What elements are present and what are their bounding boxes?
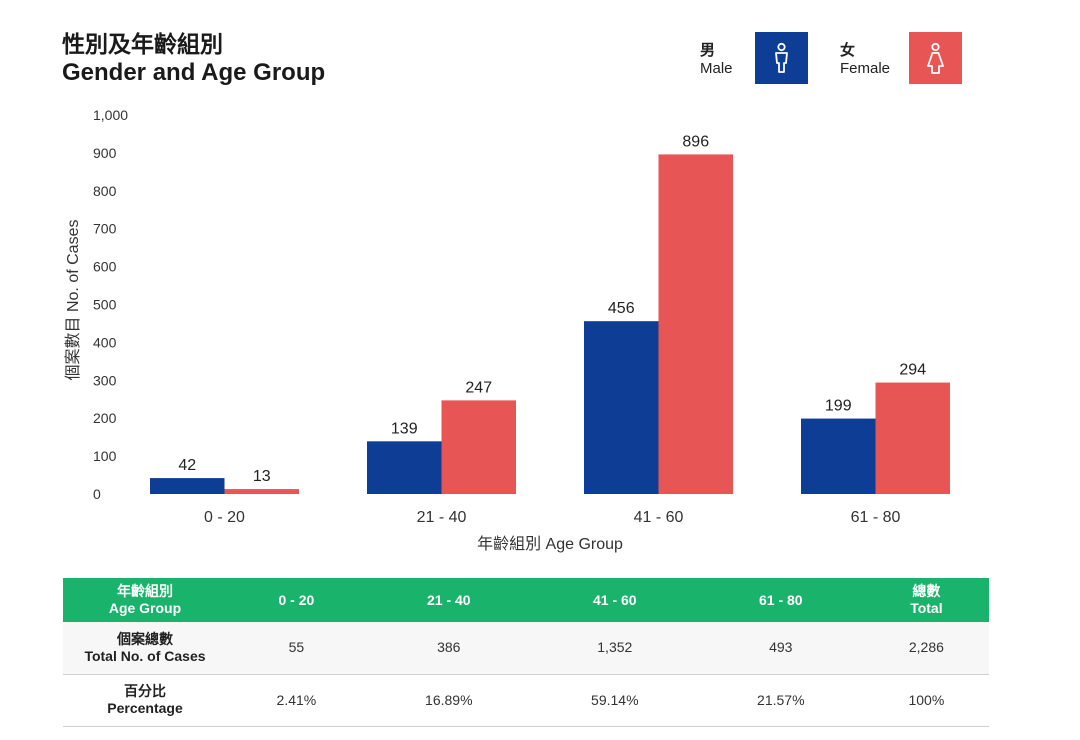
x-tick-label: 0 - 20 bbox=[204, 509, 245, 526]
x-axis-title: 年齡組別 Age Group bbox=[477, 535, 623, 553]
table-header-row: 年齡組別 Age Group 0 - 20 21 - 40 41 - 60 61… bbox=[63, 578, 989, 622]
table-row-label: 百分比 Percentage bbox=[63, 674, 227, 726]
legend-male-zh: 男 bbox=[700, 42, 716, 59]
bar-female bbox=[441, 400, 516, 494]
x-tick-label: 21 - 40 bbox=[417, 509, 467, 526]
bar-female bbox=[658, 154, 733, 494]
table-header-col: 61 - 80 bbox=[759, 591, 803, 608]
female-person-icon bbox=[927, 42, 944, 74]
y-tick-label: 100 bbox=[93, 448, 117, 464]
summary-table: 年齡組別 Age Group 0 - 20 21 - 40 41 - 60 61… bbox=[63, 578, 989, 727]
legend-female-en: Female bbox=[840, 60, 891, 77]
y-tick-label: 500 bbox=[93, 297, 117, 313]
y-tick-label: 0 bbox=[93, 486, 101, 502]
table-row-label-zh: 百分比 bbox=[124, 683, 166, 699]
legend-female-swatch bbox=[909, 32, 962, 84]
y-tick-label: 400 bbox=[93, 334, 117, 350]
y-tick-label: 1,000 bbox=[93, 107, 128, 123]
legend-male-en: Male bbox=[700, 60, 733, 77]
chart-title-block: 性別及年齡組別 Gender and Age Group bbox=[62, 30, 325, 88]
table-cell: 100% bbox=[908, 691, 945, 708]
table-header-age-group: 年齡組別 Age Group bbox=[63, 578, 227, 622]
table-row-label-en: Percentage bbox=[107, 700, 183, 716]
table-row-label: 個案總數 Total No. of Cases bbox=[63, 622, 227, 674]
table-row-label-zh: 個案總數 bbox=[117, 630, 173, 647]
data-label: 199 bbox=[825, 398, 852, 415]
table-row-label-en: Total No. of Cases bbox=[84, 647, 206, 664]
table-header-col: 0 - 20 bbox=[278, 591, 315, 608]
y-tick-label: 600 bbox=[93, 259, 117, 275]
table-cell: 2.41% bbox=[276, 691, 317, 708]
bar-female bbox=[224, 489, 299, 494]
chart-title-zh: 性別及年齡組別 bbox=[62, 31, 223, 57]
legend-female-label: 女 Female bbox=[840, 42, 900, 78]
table-cell: 21.57% bbox=[757, 691, 805, 708]
table-cell: 59.14% bbox=[591, 691, 639, 708]
data-label: 247 bbox=[465, 379, 492, 396]
table-cell: 493 bbox=[769, 639, 793, 656]
data-label: 42 bbox=[178, 457, 196, 474]
table-cell: 55 bbox=[288, 639, 305, 656]
table-cell: 16.89% bbox=[425, 691, 473, 708]
bar-chart: 0 100 200 300 400 500 600 700 800 900 1,000 42 13 0 -… bbox=[64, 107, 950, 553]
bar-male bbox=[367, 441, 442, 494]
table-row: 百分比 Percentage 2.41% 16.89% 59.14% 21.57… bbox=[63, 674, 989, 726]
x-tick-label: 41 - 60 bbox=[634, 509, 684, 526]
table-header-age-group-en: Age Group bbox=[108, 600, 182, 616]
bar-male bbox=[584, 321, 659, 494]
x-tick-label: 61 - 80 bbox=[851, 509, 901, 526]
data-label: 13 bbox=[253, 468, 271, 485]
table-row: 個案總數 Total No. of Cases 55 386 1,352 493… bbox=[63, 622, 989, 674]
bar-male bbox=[150, 478, 225, 494]
y-tick-label: 900 bbox=[93, 145, 117, 161]
table-cell: 1,352 bbox=[597, 639, 633, 656]
y-tick-label: 800 bbox=[93, 183, 117, 199]
y-tick-label: 700 bbox=[93, 221, 117, 237]
y-axis-title: 個案數目 No. of Cases bbox=[64, 220, 82, 381]
table-header-col: 41 - 60 bbox=[593, 591, 637, 608]
table-cell: 2,286 bbox=[908, 639, 944, 656]
table-header-col: 21 - 40 bbox=[427, 591, 471, 608]
y-tick-label: 300 bbox=[93, 372, 117, 388]
data-label: 896 bbox=[682, 133, 709, 150]
table-header-total-zh: 總數 bbox=[912, 583, 941, 599]
y-tick-label: 200 bbox=[93, 410, 117, 426]
table-header-age-group-zh: 年齡組別 bbox=[117, 583, 173, 599]
male-person-icon bbox=[775, 42, 788, 73]
table-header-total-en: Total bbox=[910, 600, 943, 616]
bar-female bbox=[875, 382, 950, 494]
data-label: 139 bbox=[391, 420, 418, 437]
data-label: 456 bbox=[608, 300, 635, 317]
legend-male-label: 男 Male bbox=[700, 42, 760, 78]
table-cell: 386 bbox=[437, 639, 461, 656]
chart-title-en: Gender and Age Group bbox=[62, 59, 326, 86]
table-header-total: 總數 Total bbox=[864, 578, 989, 622]
data-label: 294 bbox=[899, 362, 926, 379]
legend-female-zh: 女 bbox=[840, 42, 856, 59]
legend-male-swatch bbox=[755, 32, 808, 84]
bar-male bbox=[801, 418, 876, 494]
